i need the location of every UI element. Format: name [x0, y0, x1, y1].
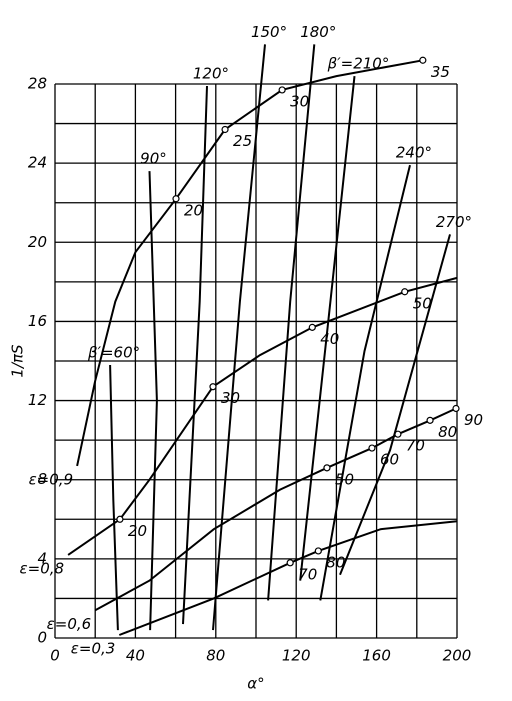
point-label: 40: [320, 330, 339, 348]
curve: [118, 520, 458, 636]
point: [323, 464, 331, 472]
curve: [67, 276, 458, 556]
curve: [109, 364, 119, 631]
point-label: 25: [233, 132, 252, 150]
series-label: 120°: [193, 64, 229, 82]
curve: [319, 164, 411, 601]
x-tick-label: 120: [282, 647, 311, 665]
point: [452, 404, 460, 413]
series-label: ε=0,3: [71, 640, 116, 658]
series-label: 180°: [300, 23, 336, 41]
point-label: 80: [438, 423, 457, 441]
point: [286, 559, 294, 567]
point: [172, 195, 180, 203]
point-label: 50: [335, 470, 354, 488]
point-label: 70: [406, 437, 425, 455]
y-tick-label: 24: [28, 154, 47, 172]
point: [209, 383, 217, 391]
y-tick-label: 20: [28, 233, 47, 251]
series-label: 240°: [396, 144, 432, 162]
point-label: 80: [326, 553, 345, 571]
series-label: β′=210°: [327, 55, 390, 73]
curve: [182, 85, 208, 625]
series-label: 90°: [140, 150, 167, 168]
point-label: 70: [298, 565, 317, 583]
x-tick-label: 200: [443, 647, 472, 665]
x-tick-label: 0: [50, 647, 60, 665]
y-tick-label: 28: [28, 75, 47, 93]
y-tick-label: 0: [37, 629, 47, 647]
point: [426, 416, 434, 424]
series-label: ε=0,9: [29, 470, 74, 488]
curve: [267, 44, 316, 601]
x-tick-label: 80: [206, 647, 225, 665]
point: [419, 56, 427, 64]
point-label: 35: [431, 63, 450, 81]
curve: [212, 44, 266, 631]
point: [221, 125, 229, 134]
y-tick-label: 8: [37, 470, 47, 488]
point: [308, 323, 316, 331]
y-tick-label: 16: [28, 312, 47, 330]
y-tick-label: 12: [28, 391, 47, 409]
curve: [299, 75, 356, 581]
y-axis-label: 1/πS: [9, 344, 27, 378]
point-label: 20: [128, 522, 147, 540]
series-label: β′=60°: [87, 343, 140, 361]
x-tick-label: 160: [362, 647, 391, 665]
point: [116, 515, 124, 523]
point: [278, 86, 286, 94]
point: [401, 288, 409, 296]
point: [368, 444, 376, 452]
point: [314, 547, 322, 555]
point-label: 20: [184, 201, 203, 219]
x-axis-label: α°: [247, 675, 264, 693]
series-label: 270°: [436, 213, 472, 231]
curve: [339, 234, 451, 576]
series-label: ε=0,6: [47, 615, 92, 633]
point-label: 50: [413, 294, 432, 312]
curve: [76, 59, 423, 467]
series-label: ε=0,8: [20, 559, 65, 577]
y-tick-label: 4: [37, 549, 47, 567]
point-label: 30: [221, 389, 240, 407]
point-label: 90: [464, 411, 483, 429]
curve: [148, 171, 158, 631]
series-label: 150°: [251, 23, 287, 41]
x-tick-label: 40: [126, 647, 145, 665]
point-label: 30: [290, 92, 309, 110]
